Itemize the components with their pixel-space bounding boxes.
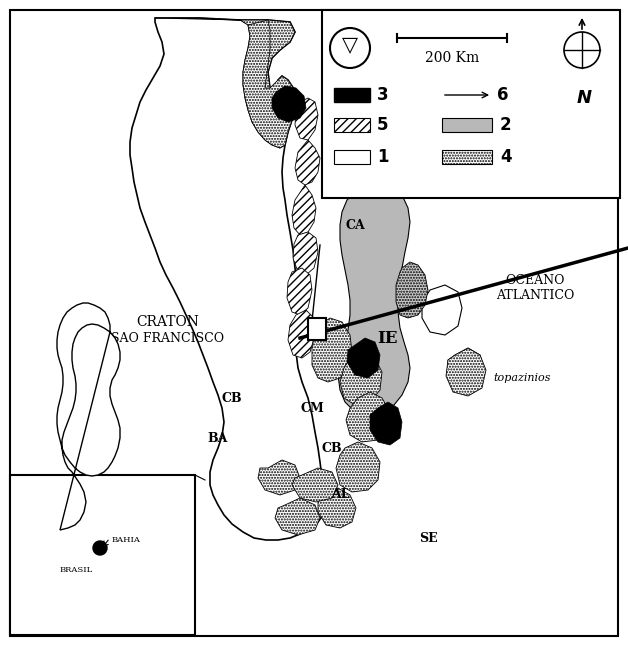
Text: 4: 4 (500, 148, 512, 166)
Text: 5: 5 (377, 116, 389, 134)
Polygon shape (318, 488, 356, 528)
Bar (334, 118, 370, 132)
Polygon shape (275, 498, 320, 535)
Text: CB: CB (322, 441, 342, 455)
Polygon shape (336, 442, 380, 492)
Text: BRASIL: BRASIL (60, 566, 93, 574)
Text: $\bigtriangledown$: $\bigtriangledown$ (341, 36, 359, 56)
Text: IE: IE (378, 329, 398, 346)
Text: BA: BA (208, 432, 228, 444)
Polygon shape (287, 268, 312, 315)
Text: CM: CM (300, 402, 324, 415)
Polygon shape (292, 468, 338, 502)
Polygon shape (288, 310, 315, 358)
Text: 6: 6 (497, 86, 509, 104)
Polygon shape (396, 262, 428, 318)
Polygon shape (130, 18, 325, 540)
Text: 1: 1 (377, 148, 389, 166)
Text: ATLANTICO: ATLANTICO (496, 289, 574, 302)
Bar (308, 318, 326, 340)
Polygon shape (446, 348, 486, 396)
Polygon shape (370, 402, 402, 445)
Bar (334, 150, 370, 164)
Polygon shape (243, 20, 300, 148)
Polygon shape (447, 348, 485, 395)
Polygon shape (272, 86, 306, 122)
Text: SAO FRANCISCO: SAO FRANCISCO (111, 331, 225, 344)
Text: N: N (577, 89, 592, 107)
Polygon shape (312, 318, 352, 382)
Text: OCEANO: OCEANO (506, 273, 565, 286)
Polygon shape (422, 285, 462, 335)
Polygon shape (347, 338, 380, 378)
Text: CRATON: CRATON (136, 315, 200, 329)
Bar (322, 10, 620, 198)
Text: AL: AL (331, 488, 349, 501)
Text: 2: 2 (500, 116, 512, 134)
Text: CB: CB (222, 391, 242, 404)
Polygon shape (155, 18, 300, 148)
Bar (334, 88, 370, 102)
Polygon shape (295, 140, 320, 185)
Polygon shape (293, 232, 318, 275)
Polygon shape (258, 460, 300, 495)
Text: 3: 3 (377, 86, 389, 104)
Bar (442, 118, 492, 132)
Polygon shape (338, 185, 410, 415)
Polygon shape (340, 352, 382, 405)
Polygon shape (295, 98, 318, 140)
Text: SE: SE (419, 532, 437, 545)
Text: BAHIA: BAHIA (112, 536, 141, 544)
Bar (10, 475, 195, 635)
Circle shape (330, 28, 370, 68)
Text: 200 Km: 200 Km (425, 51, 479, 65)
Bar (442, 150, 492, 164)
Circle shape (93, 541, 107, 555)
Text: topazinios: topazinios (493, 373, 551, 383)
Text: CA: CA (345, 218, 365, 231)
Polygon shape (346, 392, 390, 442)
Polygon shape (292, 185, 316, 235)
Circle shape (564, 32, 600, 68)
Polygon shape (57, 303, 120, 530)
